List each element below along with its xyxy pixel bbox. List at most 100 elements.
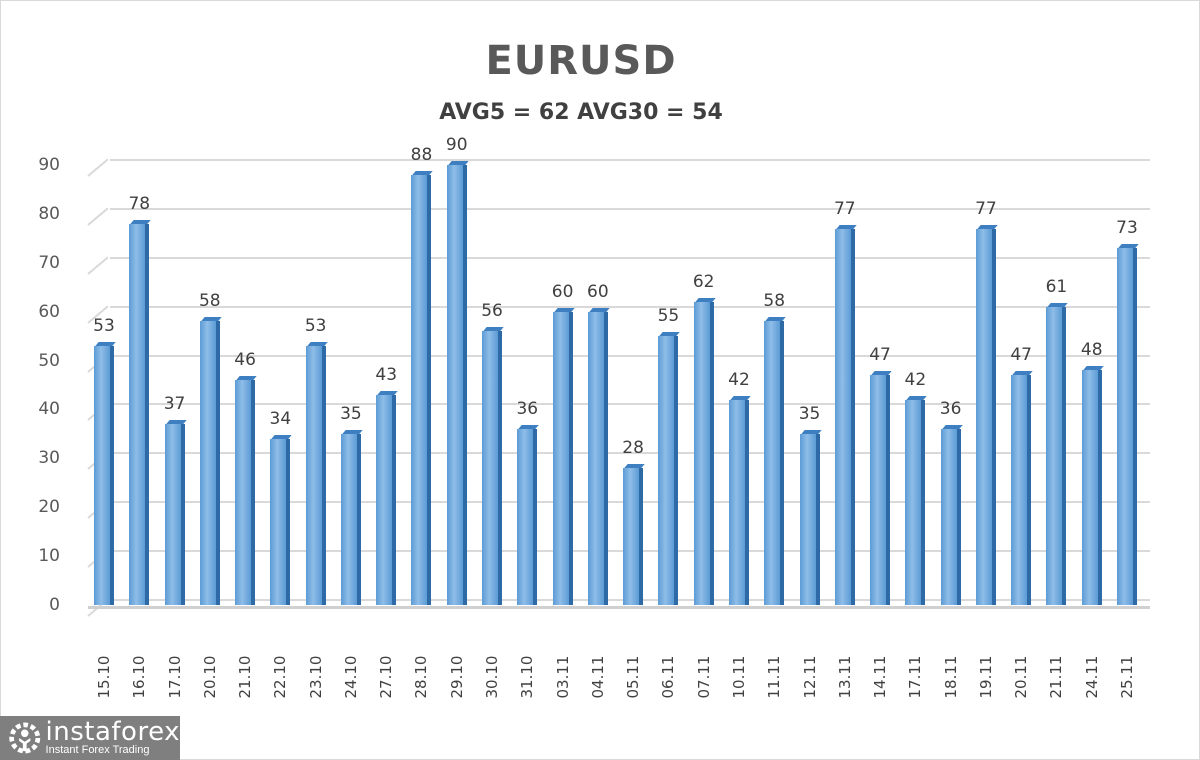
instaforex-logo: instaforex Instant Forex Trading <box>0 716 180 760</box>
bar-value-label: 78 <box>128 193 151 214</box>
bar-value-label: 73 <box>1116 218 1138 239</box>
x-tick-label: 06.11 <box>659 655 678 699</box>
y-tick-label: 60 <box>38 301 60 322</box>
bar-value-label: 37 <box>163 394 186 415</box>
bar-value-label: 60 <box>587 281 609 302</box>
bar-value-label: 88 <box>410 144 433 165</box>
bar <box>235 380 256 605</box>
x-tick-label: 24.10 <box>341 655 360 699</box>
x-tick-label: 22.10 <box>271 655 290 699</box>
bar <box>975 228 996 605</box>
bar-value-label: 60 <box>551 281 574 302</box>
x-tick-label: 10.11 <box>729 655 748 699</box>
bar <box>199 321 220 605</box>
x-tick-label: 03.11 <box>553 655 572 699</box>
bar-value-label: 47 <box>869 345 891 366</box>
x-tick-label: 14.11 <box>871 655 890 699</box>
y-tick-label: 90 <box>38 155 60 175</box>
x-tick-label: 18.11 <box>941 655 960 699</box>
y-tick-label: 20 <box>38 497 60 518</box>
bar <box>270 438 291 605</box>
chart-subtitle: AVG5 = 62 AVG30 = 54 <box>439 100 723 125</box>
bar <box>693 301 714 605</box>
gridline <box>110 354 1150 357</box>
x-tick-label: 21.11 <box>1047 655 1066 699</box>
x-tick-label: 16.10 <box>130 655 149 699</box>
bar <box>940 429 961 605</box>
bar <box>340 433 361 605</box>
x-tick-label: 04.11 <box>588 655 607 699</box>
bar-value-label: 42 <box>904 369 927 390</box>
x-tick-label: 07.11 <box>694 655 713 699</box>
y-tick-label: 80 <box>38 203 60 224</box>
bar-value-label: 36 <box>939 399 962 419</box>
bar <box>1081 370 1102 605</box>
gridline <box>110 305 1150 308</box>
gear-person-icon <box>9 722 41 754</box>
x-tick-label: 29.10 <box>447 655 466 699</box>
gridline <box>110 159 1150 161</box>
x-tick-label: 20.10 <box>200 655 219 699</box>
x-tick-label: 21.10 <box>236 655 255 699</box>
bar <box>129 223 150 605</box>
x-tick-label: 31.10 <box>518 655 537 699</box>
x-tick-label: 30.10 <box>483 655 502 699</box>
bar <box>658 336 679 605</box>
bar <box>552 311 573 605</box>
gridline-depth <box>87 256 109 275</box>
bar-value-label: 48 <box>1080 340 1103 361</box>
x-tick-label: 13.11 <box>835 655 854 699</box>
bar-value-label: 42 <box>728 369 750 390</box>
bar <box>764 321 785 605</box>
chart-title: EURUSD <box>485 38 677 84</box>
x-tick-label: 20.11 <box>1012 655 1031 699</box>
bar <box>870 375 891 605</box>
gridline <box>110 403 1150 406</box>
bar <box>411 174 432 605</box>
gridline <box>110 256 1150 259</box>
x-tick-label: 15.10 <box>95 655 113 699</box>
bar <box>1046 306 1067 605</box>
gridline-depth <box>87 158 109 177</box>
chart-floor <box>88 606 1150 609</box>
bar-value-label: 61 <box>1045 276 1068 297</box>
bar-value-label: 55 <box>657 306 680 327</box>
bar-value-label: 90 <box>445 135 468 155</box>
x-tick-label: 24.11 <box>1082 655 1101 699</box>
bar <box>799 433 820 605</box>
bar-value-label: 46 <box>234 350 256 371</box>
gridline <box>110 452 1150 455</box>
y-tick-label: 70 <box>38 252 60 273</box>
x-tick-label: 28.10 <box>412 655 431 699</box>
bar-value-label: 47 <box>1010 345 1032 366</box>
bar-value-label: 35 <box>798 403 821 424</box>
bar <box>1117 248 1137 605</box>
x-tick-label: 25.11 <box>1118 655 1136 699</box>
bar <box>1011 375 1032 605</box>
y-tick-label: 50 <box>38 350 60 371</box>
x-tick-label: 12.11 <box>800 655 819 699</box>
logo-tagline: Instant Forex Trading <box>45 743 150 756</box>
bar <box>305 345 326 605</box>
bar-value-label: 77 <box>975 198 997 219</box>
x-tick-label: 23.10 <box>306 655 325 699</box>
x-tick-label: 05.11 <box>624 655 643 699</box>
x-tick-label: 27.10 <box>377 655 396 699</box>
gridline-depth <box>87 207 109 226</box>
bar-value-label: 35 <box>340 403 362 424</box>
bar-value-label: 36 <box>516 399 539 419</box>
bar <box>905 399 926 605</box>
bar-value-label: 62 <box>692 271 715 292</box>
y-tick-label: 0 <box>49 595 60 615</box>
bar <box>728 399 749 605</box>
bar-value-label: 43 <box>375 364 398 385</box>
x-tick-label: 11.11 <box>765 655 784 699</box>
x-tick-label: 17.10 <box>165 655 184 699</box>
bar-value-label: 58 <box>763 291 786 312</box>
bar <box>587 311 608 605</box>
bar <box>446 165 467 605</box>
bar <box>834 228 855 605</box>
bar-value-label: 53 <box>304 315 327 336</box>
bar <box>482 331 503 605</box>
bar <box>623 468 644 605</box>
